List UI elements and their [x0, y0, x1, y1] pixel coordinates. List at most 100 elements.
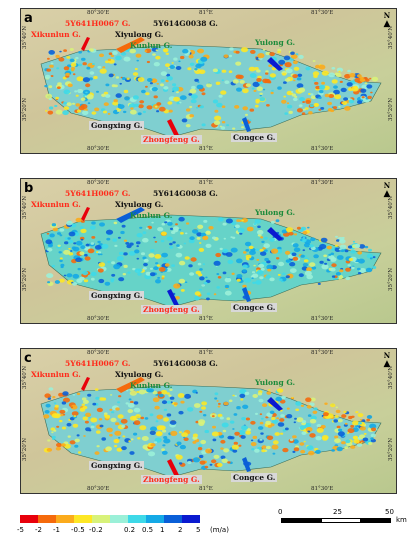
legend-tick-label: 5 — [196, 526, 201, 534]
lat-tick-left: 35°40'N — [22, 365, 28, 389]
glacier-label-xiyulong: Xiyulong G. — [115, 200, 164, 209]
glacier-tongue — [81, 207, 90, 221]
lon-tick-top: 81°30'E — [311, 350, 334, 356]
legend-tick-label: -1 — [53, 526, 60, 534]
glacier-label-yulong: Yulong G. — [255, 38, 296, 47]
lon-tick-bottom: 80°30'E — [87, 316, 110, 322]
glacier-label-kunlun: Kunlun G. — [130, 381, 173, 390]
lon-tick-top: 80°30'E — [87, 10, 110, 16]
glacier-label-sy641: 5Y641H0067 G. — [65, 189, 131, 198]
glacier-label-yulong: Yulong G. — [255, 378, 296, 387]
glacier-tongue — [167, 459, 179, 477]
glacier-tongue — [116, 377, 145, 393]
panel-letter: a — [24, 11, 33, 26]
legend-swatch — [92, 515, 110, 523]
legend-swatch — [128, 515, 146, 523]
lon-tick-bottom: 81°30'E — [311, 146, 334, 152]
glacier-tongue — [267, 57, 283, 71]
north-arrow-icon: N ▲ — [381, 11, 393, 29]
scale-unit: km — [396, 516, 407, 524]
lon-tick-bottom: 81°E — [199, 486, 213, 492]
glacier-label-xiyulong: Xiyulong G. — [115, 30, 164, 39]
glacier-label-xikunlun: Xikunlun G. — [31, 370, 81, 379]
legend-swatch — [56, 515, 74, 523]
scale-segment-1 — [281, 518, 321, 523]
lat-tick-right: 35°40'N — [388, 195, 394, 219]
glacier-label-zhongfeng: Zhongfeng G. — [141, 475, 202, 484]
lat-tick-left: 35°40'N — [22, 25, 28, 49]
legend-tick-label: -0.5 — [71, 526, 85, 534]
scale-label-0: 0 — [278, 508, 283, 516]
legend-swatch — [182, 515, 200, 523]
legend-unit: (m/a) — [210, 526, 229, 534]
legend-swatch — [146, 515, 164, 523]
glacier-label-gongxing: Gongxing G. — [89, 461, 145, 470]
glacier-label-sy614: 5Y614G0038 G. — [153, 189, 218, 198]
glacier-tongue — [167, 289, 179, 307]
lat-tick-left: 35°20'N — [22, 267, 28, 291]
lon-tick-top: 81°E — [199, 350, 213, 356]
lat-tick-left: 35°20'N — [22, 97, 28, 121]
lon-tick-top: 80°30'E — [87, 350, 110, 356]
glacier-label-congce: Congce G. — [231, 473, 278, 482]
legend-tick-label: 1 — [160, 526, 165, 534]
glacier-label-sy641: 5Y641H0067 G. — [65, 19, 131, 28]
lon-tick-top: 81°30'E — [311, 180, 334, 186]
scale-segment-3 — [361, 518, 391, 523]
lon-tick-bottom: 81°30'E — [311, 316, 334, 322]
lon-tick-top: 80°30'E — [87, 180, 110, 186]
map-panel-c: c N ▲ 5Y641H0067 G. Xikunlun G. Xiyulong G. 5Y… — [20, 348, 397, 494]
scale-label-25: 25 — [333, 508, 342, 516]
glacier-label-sy614: 5Y614G0038 G. — [153, 359, 218, 368]
glacier-tongue — [242, 287, 251, 302]
lat-tick-right: 35°40'N — [388, 365, 394, 389]
scale-segment-2 — [321, 518, 361, 523]
legend-tick-label: 2 — [178, 526, 183, 534]
legend-swatch — [74, 515, 92, 523]
lat-tick-right: 35°20'N — [388, 437, 394, 461]
lon-tick-bottom: 80°30'E — [87, 486, 110, 492]
lat-tick-left: 35°20'N — [22, 437, 28, 461]
north-arrow-icon: N ▲ — [381, 351, 393, 369]
glacier-label-xikunlun: Xikunlun G. — [31, 30, 81, 39]
glacier-velocity-map — [40, 207, 382, 308]
glacier-tongue — [242, 457, 251, 472]
lon-tick-bottom: 80°30'E — [87, 146, 110, 152]
lon-tick-top: 81°30'E — [311, 10, 334, 16]
glacier-label-zhongfeng: Zhongfeng G. — [141, 305, 202, 314]
north-label: N — [383, 351, 391, 360]
glacier-label-xiyulong: Xiyulong G. — [115, 370, 164, 379]
glacier-tongue — [167, 119, 179, 137]
glacier-label-kunlun: Kunlun G. — [130, 211, 173, 220]
glacier-label-xikunlun: Xikunlun G. — [31, 200, 81, 209]
legend-swatch — [20, 515, 38, 523]
legend-swatch — [110, 515, 128, 523]
glacier-tongue — [242, 117, 251, 132]
glacier-tongue — [116, 37, 145, 53]
glacier-tongue — [81, 37, 90, 51]
lat-tick-right: 35°20'N — [388, 267, 394, 291]
glacier-velocity-map — [40, 37, 382, 138]
lon-tick-top: 81°E — [199, 180, 213, 186]
glacier-tongue — [81, 377, 90, 391]
legend-tick-label: 0.5 — [142, 526, 154, 534]
north-label: N — [383, 11, 391, 20]
legend-tick-label: -0.2 — [89, 526, 103, 534]
lon-tick-bottom: 81°30'E — [311, 486, 334, 492]
legend-swatch — [38, 515, 56, 523]
glacier-label-sy641: 5Y641H0067 G. — [65, 359, 131, 368]
legend-tick-label: -2 — [35, 526, 42, 534]
glacier-tongue — [267, 227, 283, 241]
glacier-velocity-map — [40, 377, 382, 478]
scale-label-50: 50 — [385, 508, 394, 516]
map-panel-b: b N ▲ 5Y641H0067 G. Xikunlun G. Xiyulong G. 5Y… — [20, 178, 397, 324]
north-arrow-icon: N ▲ — [381, 181, 393, 199]
legend-swatch — [164, 515, 182, 523]
glacier-label-gongxing: Gongxing G. — [89, 121, 145, 130]
glacier-label-yulong: Yulong G. — [255, 208, 296, 217]
glacier-label-congce: Congce G. — [231, 133, 278, 142]
glacier-label-kunlun: Kunlun G. — [130, 41, 173, 50]
lat-tick-right: 35°20'N — [388, 97, 394, 121]
glacier-label-gongxing: Gongxing G. — [89, 291, 145, 300]
panel-letter: c — [24, 351, 32, 366]
